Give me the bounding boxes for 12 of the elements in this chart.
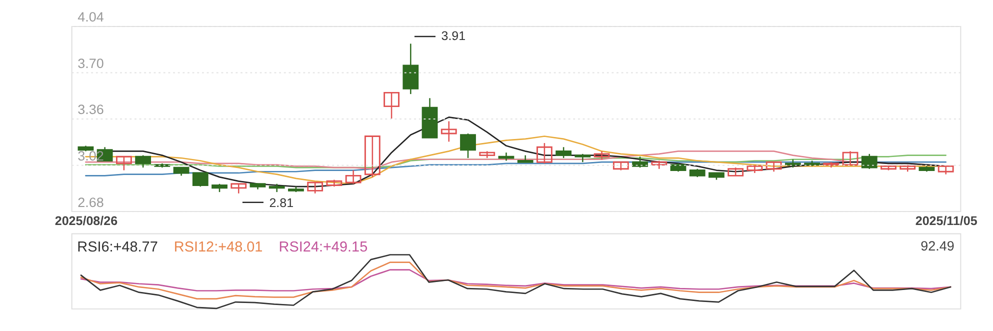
- text: RSI12:+48.01: [174, 240, 263, 256]
- x-tick-label: 2025/11/05: [915, 214, 978, 228]
- annotation: 3.91: [441, 28, 466, 43]
- y-tick-label: 3.36: [78, 102, 104, 118]
- annotation: 2.81: [269, 196, 294, 210]
- series-label: RSI24:+49.15: [278, 240, 368, 256]
- series-label: RSI6:+48.77: [77, 240, 158, 256]
- y-tick-label: 2.68: [78, 194, 104, 210]
- y-tick-label: 3.70: [78, 56, 104, 71]
- x-tick-label: 2025/08/26: [54, 214, 118, 228]
- text: 92.49: [920, 238, 954, 254]
- y-tick-label: 4.04: [78, 10, 104, 25]
